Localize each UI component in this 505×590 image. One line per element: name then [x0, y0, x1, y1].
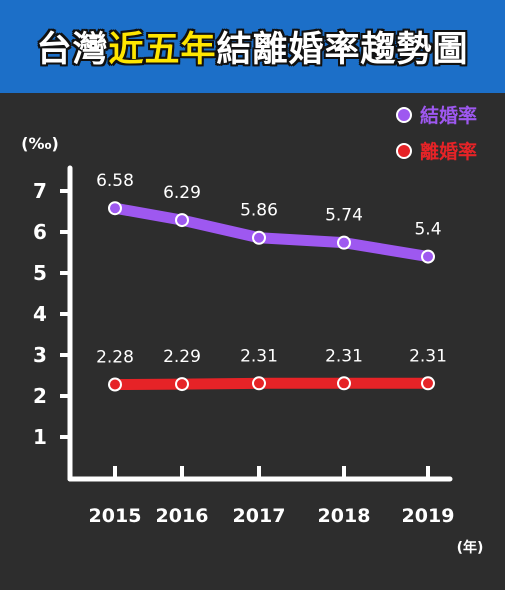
data-label-2-2019: 2.31 — [409, 346, 447, 366]
line-chart: (‰) 1 2 3 4 5 6 7 2015 2016 2017 2018 2019(年) 6.58 6.2… — [21, 104, 484, 556]
y-tick-label-2: 2 — [33, 384, 47, 408]
chart-title: 台灣近五年結離婚率趨勢圖 — [36, 21, 468, 72]
data-point-2-2018 — [337, 376, 351, 391]
x-tick-label-2017: 2017 — [233, 505, 286, 527]
x-tick-label-2019: 2019 — [402, 505, 455, 527]
y-tick-label-5: 5 — [33, 261, 47, 285]
x-tick-label-2015: 2015 — [89, 505, 142, 527]
title-bar: 台灣近五年結離婚率趨勢圖 — [0, 0, 505, 93]
y-axis-unit-label: (‰) — [21, 134, 59, 153]
data-point-1-2019 — [421, 249, 435, 264]
data-label-1-2017: 5.86 — [240, 201, 278, 221]
data-point-2-2017 — [252, 376, 266, 391]
data-label-2-2015: 2.28 — [96, 348, 134, 368]
y-tick-label-3: 3 — [33, 343, 47, 367]
title-prefix: 台灣 — [36, 30, 109, 70]
data-label-1-2015: 6.58 — [96, 171, 134, 191]
data-label-2-2017: 2.31 — [240, 346, 278, 366]
x-axis-unit-label: (年) — [457, 539, 484, 556]
legend-marker-2 — [396, 143, 412, 159]
y-tick-label-4: 4 — [33, 302, 47, 326]
title-suffix: 結離婚率趨勢圖 — [216, 30, 469, 70]
legend-label-2: 離婚率 — [420, 140, 477, 163]
y-tick-label-1: 1 — [33, 425, 47, 449]
data-point-2-2019 — [421, 376, 435, 391]
title-highlight: 近五年 — [108, 30, 217, 70]
series-line-2 — [109, 377, 434, 391]
data-point-2-2015 — [108, 377, 122, 392]
data-point-1-2015 — [108, 201, 122, 216]
data-label-2-2016: 2.29 — [163, 347, 201, 367]
legend-label-1: 結婚率 — [420, 104, 477, 127]
y-tick-label-7: 7 — [33, 179, 47, 203]
data-label-1-2019: 5.4 — [414, 220, 441, 240]
data-point-2-2016 — [175, 377, 189, 392]
data-point-1-2017 — [252, 230, 266, 245]
data-point-1-2018 — [337, 235, 351, 250]
data-label-1-2016: 6.29 — [163, 183, 201, 203]
x-tick-label-2018: 2018 — [318, 505, 371, 527]
legend-marker-1 — [396, 107, 412, 123]
data-point-1-2016 — [175, 213, 189, 228]
data-label-1-2018: 5.74 — [325, 206, 363, 226]
data-label-2-2018: 2.31 — [325, 346, 363, 366]
y-tick-label-6: 6 — [33, 220, 47, 244]
x-tick-label-2016: 2016 — [156, 505, 209, 527]
